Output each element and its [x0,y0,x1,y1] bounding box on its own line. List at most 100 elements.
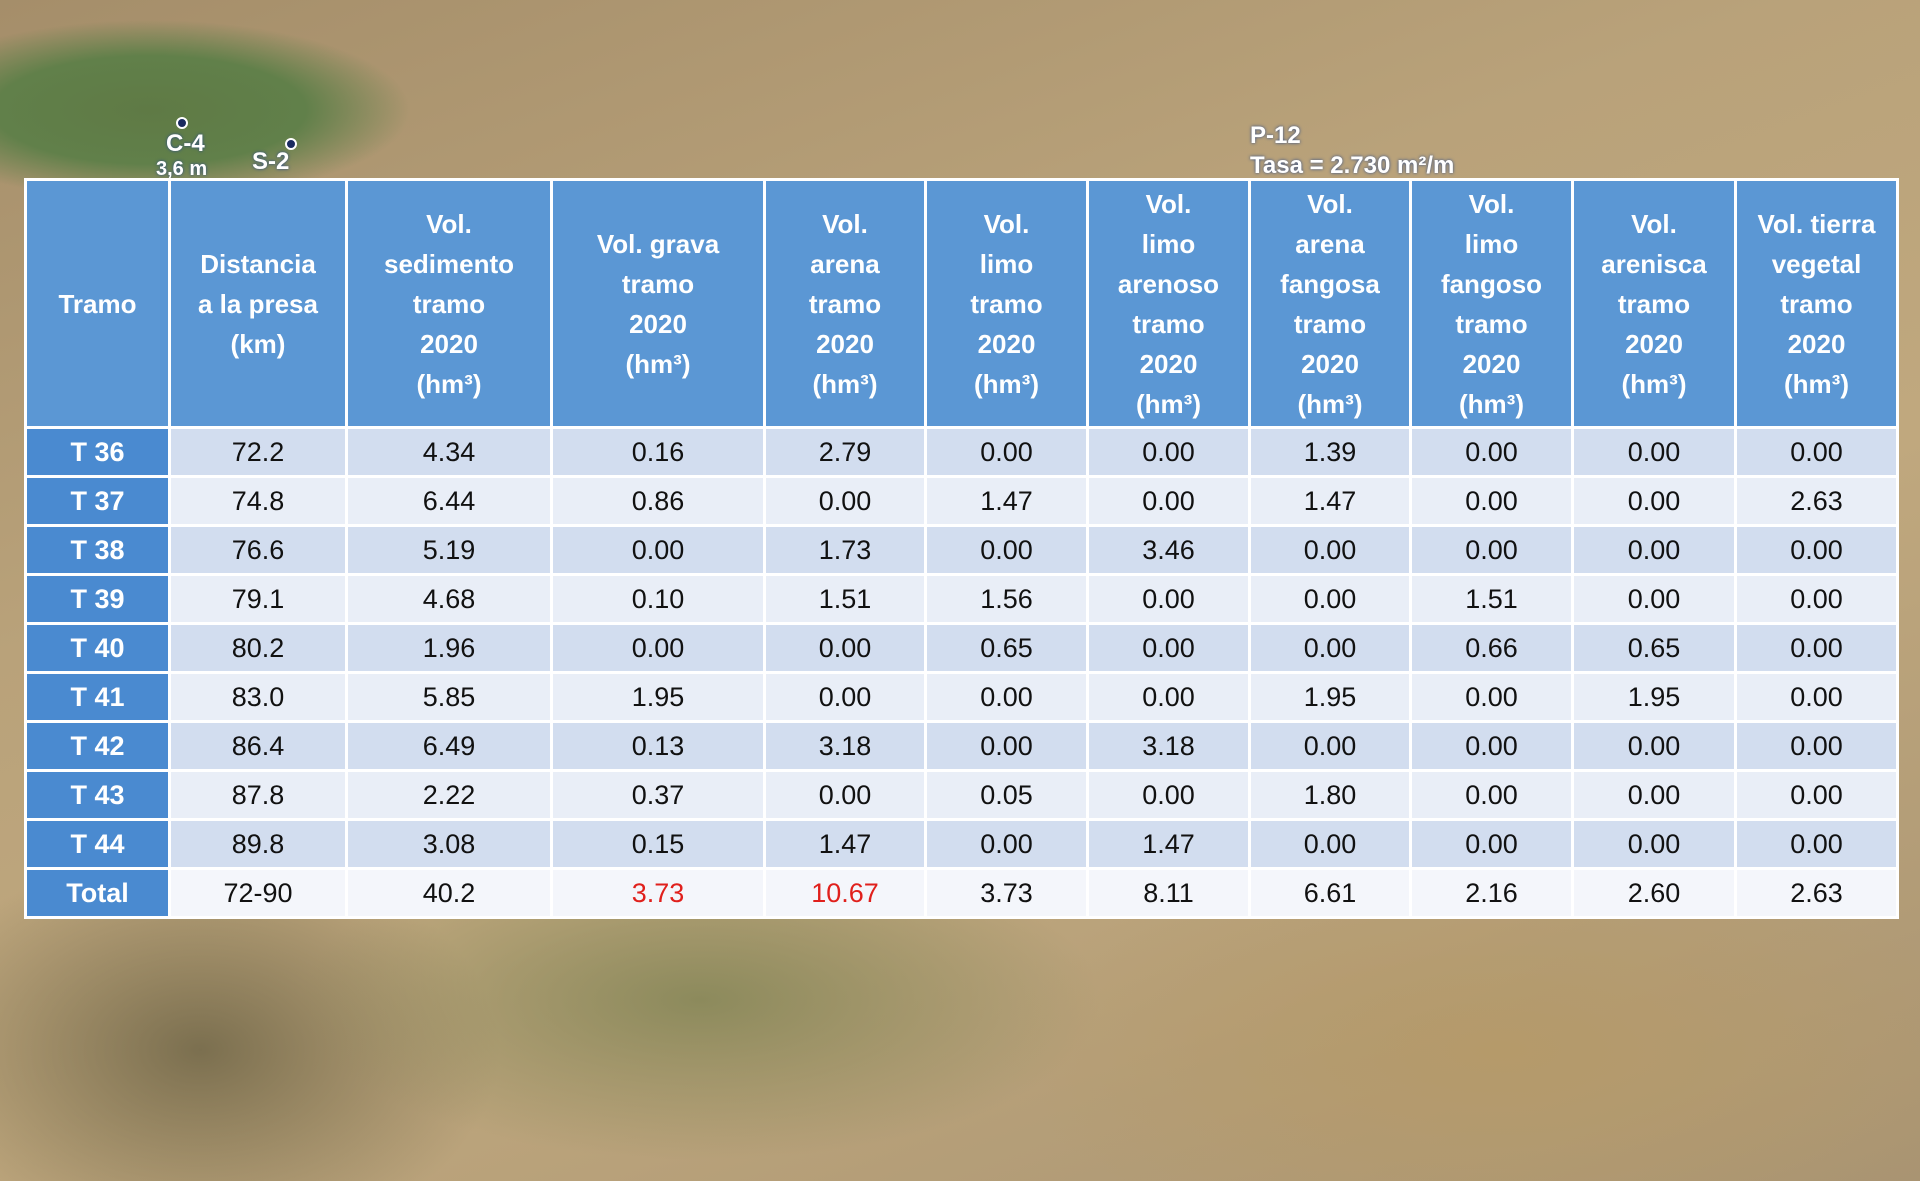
cell: 0.00 [765,624,926,673]
cell: 3.18 [765,722,926,771]
cell: 2.16 [1411,869,1573,918]
row-label: T 36 [26,428,170,477]
cell: 0.00 [1411,477,1573,526]
cell: 0.16 [552,428,765,477]
header-line: (hm³) [1412,384,1571,424]
cell: 0.00 [1573,820,1736,869]
cell: 0.00 [1411,820,1573,869]
header-line: 2020 [927,324,1086,364]
cell: 2.79 [765,428,926,477]
cell: 0.00 [765,477,926,526]
cell: 1.95 [1573,673,1736,722]
header-line: (km) [171,324,345,364]
header-line: sedimento [348,244,550,284]
header-line: tramo [553,264,763,304]
cell: 1.47 [926,477,1088,526]
header-line: tramo [1737,284,1896,324]
cell: 10.67 [765,869,926,918]
cell: 1.95 [1250,673,1411,722]
header-line: limo [1412,224,1571,264]
table-row: T 3672.24.340.162.790.000.001.390.000.00… [26,428,1898,477]
header-line: Vol. [1089,184,1248,224]
header-line: Vol. [348,204,550,244]
cell: 0.00 [1573,575,1736,624]
header-line: fangoso [1412,264,1571,304]
cell: 0.00 [926,673,1088,722]
header-line: tramo [927,284,1086,324]
map-point [176,117,188,129]
cell: 0.00 [1088,428,1250,477]
cell: 1.80 [1250,771,1411,820]
cell: 80.2 [170,624,347,673]
cell: 1.95 [552,673,765,722]
cell: 0.00 [1573,428,1736,477]
cell: 0.00 [926,820,1088,869]
cell: 0.00 [1088,575,1250,624]
cell: 2.60 [1573,869,1736,918]
header-line: Vol. [927,204,1086,244]
header-line: arenoso [1089,264,1248,304]
cell: 0.00 [765,673,926,722]
cell: 0.00 [1411,526,1573,575]
header-line: (hm³) [348,364,550,404]
map-label: S-2 [252,148,289,176]
table-row: T 3876.65.190.001.730.003.460.000.000.00… [26,526,1898,575]
map-label: C-4 [166,130,205,158]
header-line: arena [1251,224,1409,264]
cell: 0.13 [552,722,765,771]
cell: 89.8 [170,820,347,869]
cell: 0.00 [926,526,1088,575]
cell: 0.00 [1088,673,1250,722]
cell: 0.10 [552,575,765,624]
header-line: 2020 [1574,324,1734,364]
row-label: T 43 [26,771,170,820]
cell: 1.73 [765,526,926,575]
cell: 2.63 [1736,477,1898,526]
column-header: Vol.limoarenosotramo2020(hm³) [1088,180,1250,428]
table-row: T 3774.86.440.860.001.470.001.470.000.00… [26,477,1898,526]
cell: 0.00 [926,428,1088,477]
cell: 1.47 [1088,820,1250,869]
cell: 40.2 [347,869,552,918]
header-line: Vol. [766,204,924,244]
cell: 1.47 [1250,477,1411,526]
column-header: Vol.areniscatramo2020(hm³) [1573,180,1736,428]
header-line: Distancia [171,244,345,284]
cell: 6.61 [1250,869,1411,918]
header-line: (hm³) [553,344,763,384]
cell: 0.86 [552,477,765,526]
cell: 0.00 [926,722,1088,771]
cell: 0.00 [1736,575,1898,624]
cell: 1.96 [347,624,552,673]
header-line: 2020 [766,324,924,364]
cell: 0.00 [1736,673,1898,722]
cell: 6.49 [347,722,552,771]
cell: 0.00 [1736,526,1898,575]
header-line: limo [927,244,1086,284]
header-line: (hm³) [1089,384,1248,424]
cell: 3.73 [552,869,765,918]
cell: 72-90 [170,869,347,918]
cell: 4.68 [347,575,552,624]
header-line: (hm³) [1251,384,1409,424]
cell: 0.00 [1250,624,1411,673]
cell: 0.00 [552,526,765,575]
cell: 3.08 [347,820,552,869]
map-label: P-12 [1250,122,1301,150]
cell: 0.00 [1411,428,1573,477]
header-line: Tramo [27,284,168,324]
header-line: Vol. [1412,184,1571,224]
row-label: T 40 [26,624,170,673]
cell: 0.00 [1573,722,1736,771]
cell: 0.00 [1250,820,1411,869]
cell: 0.00 [1573,526,1736,575]
cell: 0.00 [1088,771,1250,820]
column-header: Vol.arenatramo2020(hm³) [765,180,926,428]
header-line: tramo [766,284,924,324]
